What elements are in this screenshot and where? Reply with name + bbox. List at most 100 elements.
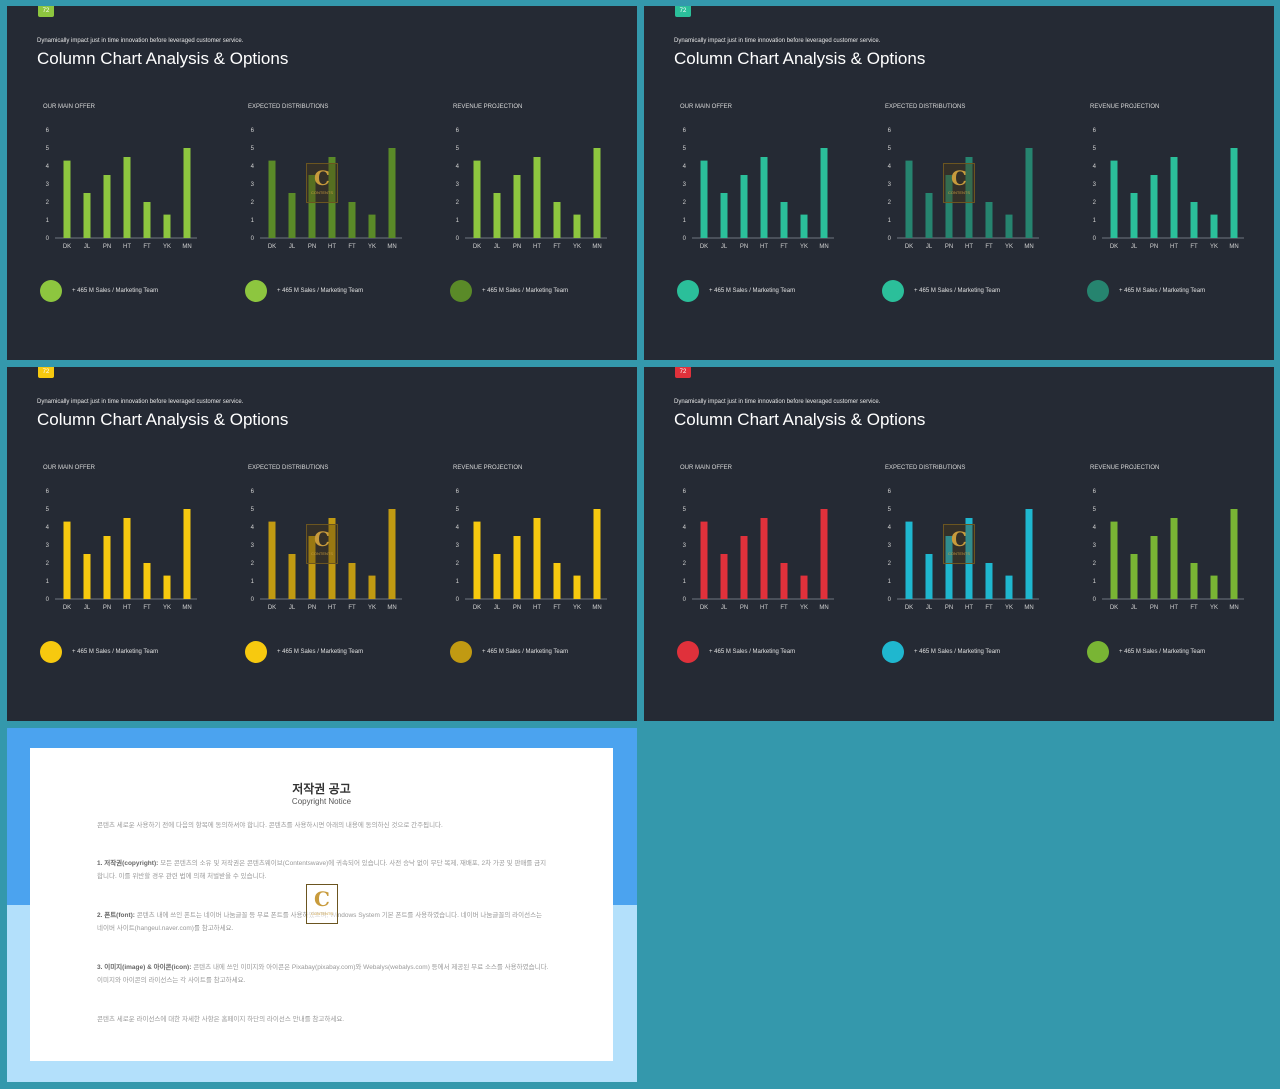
section-body: 모든 콘텐츠의 소유 및 저작권은 콘텐츠웨이브(Contentswave)에 …: [97, 860, 547, 880]
x-tick-label: HT: [1170, 605, 1178, 611]
bar-dk: [473, 521, 481, 599]
x-tick-label: MN: [1024, 605, 1033, 611]
section-heading: 2. 폰트(font):: [97, 912, 135, 919]
x-tick-label: PN: [740, 244, 748, 250]
y-tick-label: 4: [46, 164, 50, 170]
y-tick-label: 6: [1093, 128, 1097, 134]
y-tick-label: 2: [456, 200, 460, 206]
y-tick-label: 0: [456, 236, 460, 242]
bar-yk: [800, 575, 808, 599]
x-tick-label: MN: [819, 244, 828, 250]
bar-pn: [1150, 175, 1158, 238]
section-body: 콘텐츠 내에 쓰인 이미지와 아이콘은 Pixabay(pixabay.com)…: [97, 964, 549, 984]
y-tick-label: 1: [251, 579, 255, 585]
y-tick-label: 6: [46, 128, 50, 134]
y-tick-label: 5: [1093, 146, 1097, 152]
slide-title: Column Chart Analysis & Options: [674, 49, 926, 68]
y-tick-label: 4: [888, 164, 892, 170]
x-tick-label: PN: [740, 605, 748, 611]
slide-yellow: 72 Dynamically impact just in time innov…: [7, 367, 637, 721]
chart-main-offer: OUR MAIN OFFER 0 1 2 3 4 5 6 DK JL PN HT FT YK MN: [37, 104, 227, 264]
x-tick-label: FT: [1190, 605, 1198, 611]
y-tick-label: 4: [1093, 525, 1097, 531]
legend-text: + 465 M Sales / Marketing Team: [709, 649, 796, 655]
x-tick-label: JL: [1131, 605, 1138, 611]
legend-1: + 465 M Sales / Marketing Team: [674, 279, 864, 303]
bar-pn: [513, 175, 521, 238]
x-tick-label: FT: [985, 605, 993, 611]
bar-ft: [1190, 202, 1198, 238]
page-badge: 72: [675, 367, 691, 378]
y-tick-label: 1: [1093, 579, 1097, 585]
bar-ft: [780, 202, 788, 238]
y-tick-label: 5: [46, 507, 50, 513]
bar-mn: [1230, 148, 1238, 238]
chart-expected-distributions: EXPECTED DISTRIBUTIONS 0 1 2 3 4 5 6 DK JL PN HT FT…: [242, 104, 432, 264]
copyright-title: 저작권 공고: [292, 782, 351, 796]
x-tick-label: FT: [143, 605, 151, 611]
bar-chart: 0 1 2 3 4 5 6 DK JL PN HT FT YK MN: [456, 128, 607, 250]
y-tick-label: 3: [46, 543, 50, 549]
slide-teal: 72 Dynamically impact just in time innov…: [644, 6, 1274, 360]
watermark-logo: C CONTENTS: [306, 524, 338, 564]
x-tick-label: PN: [308, 244, 316, 250]
bar-jl: [83, 193, 91, 238]
legend-text: + 465 M Sales / Marketing Team: [1119, 288, 1206, 294]
bar-chart: 0 1 2 3 4 5 6 DK JL PN HT FT YK MN: [1093, 128, 1244, 250]
x-tick-label: PN: [1150, 605, 1158, 611]
bar-ht: [328, 518, 336, 599]
bar-pn: [945, 175, 953, 238]
legend-text: + 465 M Sales / Marketing Team: [277, 649, 364, 655]
y-tick-label: 6: [683, 128, 687, 134]
copyright-footer: 콘텐츠 세로운 라이선스에 대한 자세한 사항은 홈페이지 하단의 라이선스 안…: [97, 1016, 345, 1023]
chart-title: REVENUE PROJECTION: [1090, 465, 1160, 471]
bar-dk: [905, 521, 913, 599]
watermark-name: CONTENTS: [311, 911, 333, 916]
x-tick-label: PN: [1150, 244, 1158, 250]
bar-mn: [820, 509, 828, 599]
bar-mn: [1025, 509, 1033, 599]
bar-dk: [1110, 160, 1118, 238]
x-tick-label: DK: [63, 605, 71, 611]
bar-chart: 0 1 2 3 4 5 6 DK JL PN HT FT YK MN: [888, 489, 1039, 611]
y-tick-label: 1: [46, 218, 50, 224]
copyright-intro: 콘텐츠 세로운 사용하기 전에 다음의 항목에 동의하셔야 합니다. 콘텐츠를 …: [97, 822, 443, 829]
copyright-section-3: 3. 이미지(image) & 아이콘(icon): 콘텐츠 내에 쓰인 이미지…: [97, 962, 549, 987]
y-tick-label: 3: [888, 182, 892, 188]
legend-dot: [450, 280, 472, 302]
bar-yk: [163, 214, 171, 238]
x-tick-label: PN: [103, 605, 111, 611]
slide-subtitle: Dynamically impact just in time innovati…: [37, 38, 244, 44]
bar-pn: [308, 175, 316, 238]
x-tick-label: FT: [143, 244, 151, 250]
x-tick-label: YK: [573, 605, 581, 611]
y-tick-label: 6: [888, 489, 892, 495]
bar-dk: [700, 160, 708, 238]
bar-ft: [348, 202, 356, 238]
bar-dk: [1110, 521, 1118, 599]
x-tick-label: PN: [945, 244, 953, 250]
legend-dot: [882, 641, 904, 663]
y-tick-label: 2: [683, 200, 687, 206]
bar-mn: [388, 148, 396, 238]
chart-expected-distributions: EXPECTED DISTRIBUTIONS 0 1 2 3 4 5 6 DK JL PN HT FT…: [242, 465, 432, 625]
copyright-section-1: 1. 저작권(copyright): 모든 콘텐츠의 소유 및 저작권은 콘텐츠…: [97, 858, 549, 883]
x-tick-label: YK: [800, 605, 808, 611]
bar-ht: [760, 518, 768, 599]
y-tick-label: 2: [888, 200, 892, 206]
x-tick-label: YK: [163, 244, 171, 250]
legend-3: + 465 M Sales / Marketing Team: [447, 640, 637, 664]
bar-yk: [1210, 214, 1218, 238]
x-tick-label: HT: [328, 244, 336, 250]
chart-title: REVENUE PROJECTION: [453, 104, 523, 110]
y-tick-label: 2: [683, 561, 687, 567]
y-tick-label: 0: [46, 597, 50, 603]
bar-pn: [103, 536, 111, 599]
chart-title: OUR MAIN OFFER: [43, 465, 95, 471]
x-tick-label: PN: [103, 244, 111, 250]
x-tick-label: HT: [760, 244, 768, 250]
x-tick-label: HT: [328, 605, 336, 611]
bar-jl: [288, 554, 296, 599]
legend-text: + 465 M Sales / Marketing Team: [277, 288, 364, 294]
y-tick-label: 2: [456, 561, 460, 567]
